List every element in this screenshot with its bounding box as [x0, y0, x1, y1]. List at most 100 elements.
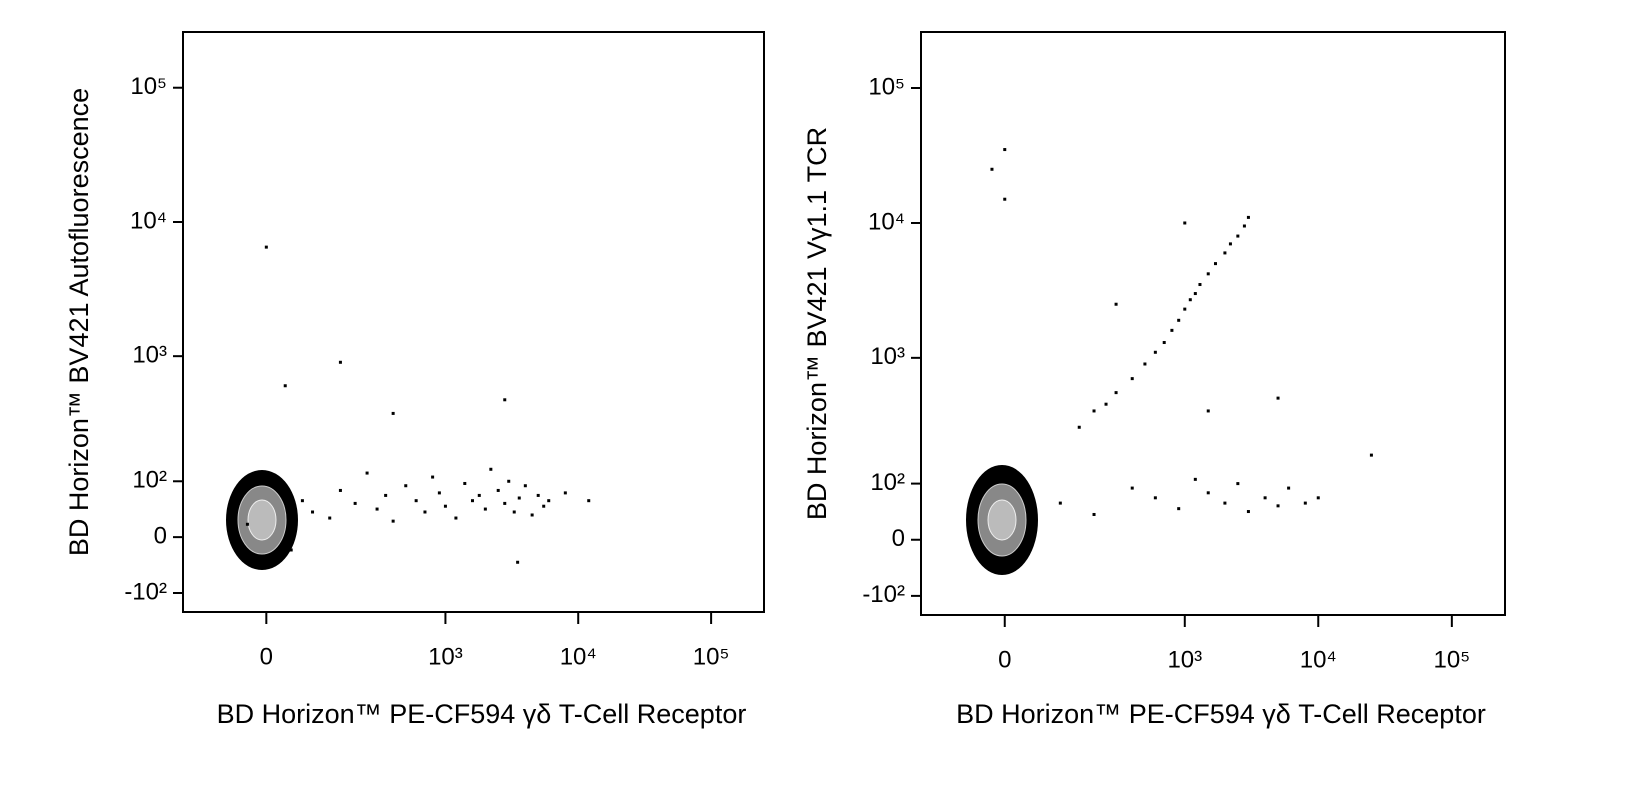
event-dot [1246, 510, 1250, 514]
event-dot [477, 493, 481, 497]
y-tick-label: 10⁵ [868, 73, 905, 100]
event-dot [404, 484, 408, 488]
event-dot [1092, 512, 1096, 516]
event-dot [1193, 477, 1197, 481]
x-tick-label: 0 [998, 646, 1011, 673]
event-dot [1193, 292, 1197, 296]
y-axis-title: BD Horizon™ BV421 Autofluorescence [64, 88, 94, 556]
event-dot [391, 411, 395, 415]
event-dot [1303, 501, 1307, 505]
event-dot [1153, 496, 1157, 500]
y-tick-label: 10³ [870, 343, 905, 370]
event-dot [463, 481, 467, 485]
y-tick-label: -10² [862, 581, 905, 608]
y-tick-label: 0 [892, 525, 905, 552]
event-dot [1263, 496, 1267, 500]
event-dot [245, 522, 249, 526]
event-dot [1206, 491, 1210, 495]
event-dot [470, 499, 474, 503]
event-dot [1114, 391, 1118, 395]
event-dot [1236, 482, 1240, 486]
event-dot [1246, 215, 1250, 219]
event-dot [1188, 298, 1192, 302]
event-dot [1170, 328, 1174, 332]
x-axis-title: BD Horizon™ PE-CF594 γδ T-Cell Receptor [217, 699, 747, 729]
event-dot [1130, 486, 1134, 490]
event-dot [1058, 501, 1062, 505]
event-dot [496, 488, 500, 492]
event-dot [1183, 221, 1187, 225]
event-dot [283, 384, 287, 388]
event-dot [1242, 224, 1246, 228]
event-dot [1114, 302, 1118, 306]
population-core [226, 465, 1038, 575]
event-dot [1213, 262, 1217, 266]
event-dot [264, 245, 268, 249]
y-tick-label: 10³ [132, 342, 167, 369]
event-dot [1223, 501, 1227, 505]
event-dot [1236, 234, 1240, 238]
event-dot [443, 504, 447, 508]
event-dot [1369, 453, 1373, 457]
event-dot [1183, 307, 1187, 311]
y-tick-label: 10⁴ [868, 208, 905, 235]
event-dot [1206, 409, 1210, 413]
event-dot [1206, 272, 1210, 276]
y-tick-label: -10² [124, 578, 167, 605]
event-dot [271, 484, 275, 488]
x-tick-label: 10⁴ [560, 643, 597, 670]
event-dot [328, 516, 332, 520]
event-dot [1162, 341, 1166, 345]
x-axis-title: BD Horizon™ PE-CF594 γδ T-Cell Receptor [956, 699, 1486, 729]
event-dot [1153, 350, 1157, 354]
y-tick-label: 10² [132, 467, 167, 494]
event-dot [300, 499, 304, 503]
event-dot [563, 491, 567, 495]
y-tick-label: 10² [870, 469, 905, 496]
event-dot [338, 360, 342, 364]
x-tick-label: 10⁴ [1300, 646, 1337, 673]
event-dot [503, 501, 507, 505]
event-dot [414, 499, 418, 503]
x-tick-label: 0 [260, 643, 273, 670]
x-tick-label: 10⁵ [693, 643, 730, 670]
contour-ring [247, 499, 277, 541]
event-dot [1228, 242, 1232, 246]
event-dot [423, 510, 427, 514]
event-dot [311, 510, 315, 514]
event-dot [990, 167, 994, 171]
event-dot [1143, 362, 1147, 366]
event-dot [1223, 251, 1227, 255]
event-dot [384, 493, 388, 497]
y-tick-label: 10⁵ [130, 73, 167, 100]
event-dot [523, 484, 527, 488]
event-dot [587, 499, 591, 503]
event-dot [517, 496, 521, 500]
event-dot [375, 507, 379, 511]
event-dot [1276, 504, 1280, 508]
event-dot [437, 491, 441, 495]
contour-ring [987, 499, 1017, 541]
event-dot [1092, 409, 1096, 413]
event-dot [542, 504, 546, 508]
event-dot [454, 516, 458, 520]
event-dot [489, 467, 493, 471]
event-dot [289, 548, 293, 552]
plot-frame [182, 31, 765, 613]
x-tick-label: 10⁵ [1434, 646, 1471, 673]
event-dot [1003, 148, 1007, 152]
event-dot [353, 501, 357, 505]
event-dot [1177, 318, 1181, 322]
event-dot [431, 475, 435, 479]
event-dot [1316, 496, 1320, 500]
event-dot [503, 398, 507, 402]
event-dot [1287, 486, 1291, 490]
event-dot [516, 560, 520, 564]
event-dot [530, 513, 534, 517]
event-dot [391, 519, 395, 523]
event-dot [1130, 377, 1134, 381]
event-dot [512, 510, 516, 514]
event-dot [536, 493, 540, 497]
event-dot [1077, 425, 1081, 429]
